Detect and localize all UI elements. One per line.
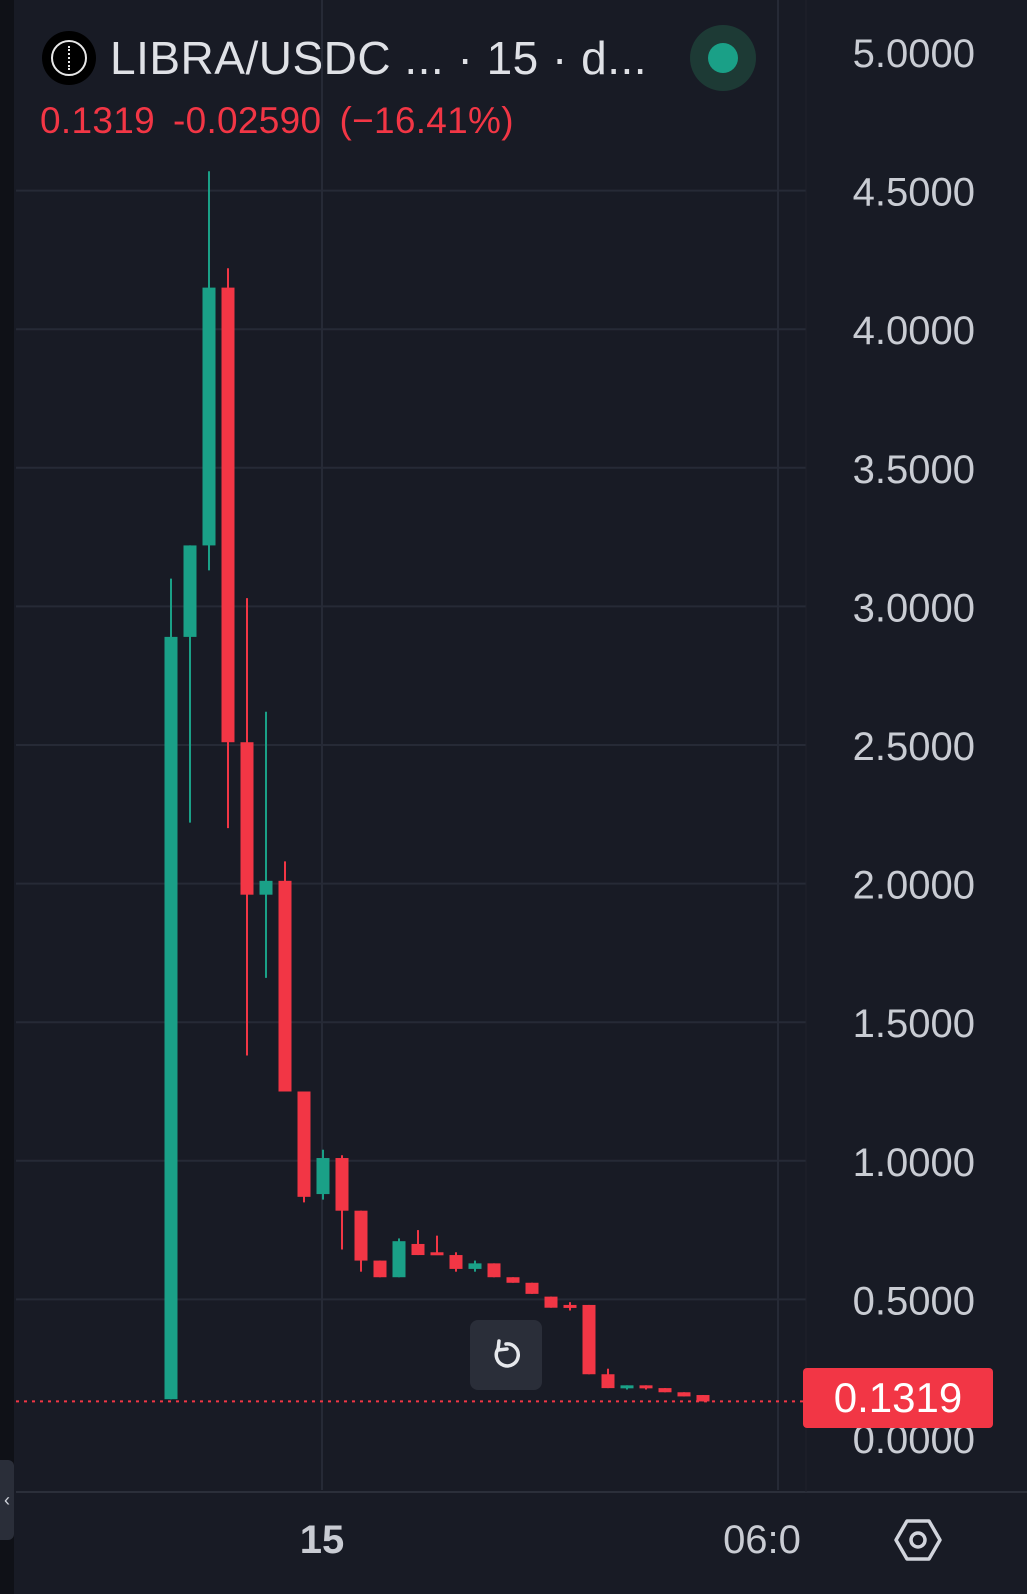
candle bbox=[563, 1302, 577, 1311]
candle-body bbox=[164, 636, 178, 1400]
candle-body bbox=[696, 1395, 710, 1402]
symbol-title[interactable]: LIBRA/USDC ... · 15 · d... bbox=[110, 32, 648, 84]
chart-settings-button[interactable] bbox=[890, 1515, 946, 1565]
candle-body bbox=[392, 1241, 406, 1278]
y-tick-label: 3.5000 bbox=[853, 448, 975, 492]
y-tick-label: 3.0000 bbox=[853, 586, 975, 630]
candle-body bbox=[411, 1243, 425, 1256]
candle-body bbox=[677, 1392, 691, 1397]
y-tick-label: 4.5000 bbox=[853, 171, 975, 215]
candle bbox=[221, 268, 235, 829]
candle-body bbox=[183, 545, 197, 637]
x-tick-label: 15 bbox=[300, 1518, 345, 1562]
y-tick-label: 4.0000 bbox=[853, 309, 975, 353]
candle bbox=[430, 1235, 444, 1256]
settings-icon bbox=[894, 1519, 942, 1561]
y-tick-label: 5.0000 bbox=[853, 32, 975, 76]
candle-body bbox=[335, 1158, 349, 1211]
candle-body bbox=[449, 1255, 463, 1269]
candle-body bbox=[240, 742, 254, 895]
candle bbox=[506, 1277, 520, 1283]
market-status-button[interactable] bbox=[690, 25, 756, 91]
candle bbox=[392, 1238, 406, 1278]
candle bbox=[411, 1230, 425, 1256]
quote-line: 0.1319 -0.02590 (−16.41%) bbox=[40, 100, 532, 142]
candle-body bbox=[620, 1385, 634, 1389]
candle-body bbox=[354, 1210, 368, 1261]
y-tick-label: 1.5000 bbox=[853, 1002, 975, 1046]
candle-body bbox=[639, 1385, 653, 1389]
price-change: -0.02590 bbox=[172, 100, 322, 141]
candle-body bbox=[259, 880, 273, 895]
candle bbox=[620, 1385, 634, 1390]
candle bbox=[373, 1260, 387, 1278]
y-tick-label: 1.0000 bbox=[853, 1141, 975, 1185]
candle bbox=[639, 1385, 653, 1390]
candle bbox=[316, 1149, 330, 1200]
y-tick-label: 2.5000 bbox=[853, 725, 975, 769]
candle-body bbox=[506, 1277, 520, 1283]
live-status-icon bbox=[708, 43, 738, 73]
collapse-panel-button[interactable]: ‹ bbox=[0, 1460, 14, 1540]
candle bbox=[297, 1091, 311, 1203]
candle bbox=[544, 1296, 558, 1308]
reset-chart-button[interactable] bbox=[470, 1320, 542, 1390]
candle bbox=[335, 1155, 349, 1250]
candle bbox=[259, 711, 273, 978]
candle-body bbox=[487, 1263, 501, 1278]
candle-body bbox=[582, 1304, 596, 1375]
candle-body bbox=[601, 1374, 615, 1389]
candle-body bbox=[373, 1260, 387, 1278]
candle bbox=[696, 1395, 710, 1402]
candle bbox=[354, 1210, 368, 1272]
candles bbox=[164, 171, 710, 1402]
x-tick-label: 06:0 bbox=[723, 1518, 801, 1562]
chart-grid bbox=[16, 0, 1027, 1493]
time-axis[interactable]: 15 06:0 bbox=[300, 1518, 801, 1562]
libra-logo-icon bbox=[42, 31, 96, 85]
price-change-percent: (−16.41%) bbox=[339, 100, 514, 141]
candle-body bbox=[221, 287, 235, 743]
candle-body bbox=[278, 880, 292, 1092]
last-price: 0.1319 bbox=[40, 100, 155, 141]
candle-body bbox=[525, 1282, 539, 1294]
candle bbox=[658, 1388, 672, 1393]
candle bbox=[183, 545, 197, 823]
candle bbox=[601, 1368, 615, 1389]
symbol-header[interactable]: LIBRA/USDC ... · 15 · d... bbox=[42, 28, 647, 88]
reset-icon bbox=[494, 1339, 521, 1368]
candle bbox=[164, 578, 178, 1400]
price-axis[interactable]: 5.0000 4.5000 4.0000 3.5000 3.0000 2.5000 2.00… bbox=[853, 32, 975, 1462]
candle bbox=[525, 1282, 539, 1294]
candle bbox=[278, 861, 292, 1092]
last-price-badge: 0.1319 bbox=[803, 1368, 993, 1428]
candle bbox=[677, 1392, 691, 1397]
candle bbox=[240, 598, 254, 1056]
candle-body bbox=[468, 1263, 482, 1269]
candle bbox=[582, 1304, 596, 1375]
candle bbox=[449, 1252, 463, 1272]
candle-body bbox=[202, 287, 216, 546]
candle bbox=[468, 1260, 482, 1272]
y-tick-label: 0.5000 bbox=[853, 1279, 975, 1323]
candle-body bbox=[544, 1296, 558, 1308]
candle bbox=[202, 171, 216, 571]
candle-body bbox=[316, 1158, 330, 1195]
candle-body bbox=[297, 1091, 311, 1197]
candle-body bbox=[563, 1304, 577, 1308]
candle-body bbox=[658, 1388, 672, 1393]
y-tick-label: 2.0000 bbox=[853, 864, 975, 908]
candle-body bbox=[430, 1252, 444, 1256]
candle bbox=[487, 1263, 501, 1278]
